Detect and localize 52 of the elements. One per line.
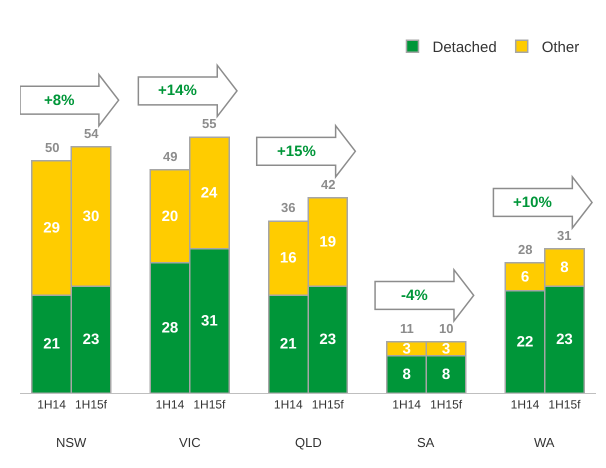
- x-tick-label: 1H14: [156, 397, 185, 412]
- x-tick-label: 1H15f: [548, 397, 582, 412]
- text: +14%: [158, 82, 197, 99]
- data-label: 3: [402, 340, 411, 358]
- data-label: 21: [43, 336, 60, 353]
- data-label: 6: [520, 268, 530, 286]
- total-label: 55: [202, 116, 216, 131]
- x-tick-label: 1H15f: [430, 397, 463, 412]
- annotation: +10%: [513, 194, 552, 211]
- total-label: 28: [518, 242, 532, 257]
- data-label: 16: [280, 250, 297, 267]
- data-label: 3: [442, 340, 450, 358]
- total-label: 36: [281, 200, 296, 215]
- data-label: 31: [201, 312, 218, 330]
- data-label: 20: [162, 208, 178, 225]
- total-label: 10: [439, 321, 454, 336]
- x-tick-label: 1H14: [392, 397, 422, 412]
- text: +8%: [44, 92, 74, 109]
- data-label: 8: [560, 259, 569, 276]
- total-label: 31: [557, 228, 572, 243]
- data-label: 23: [82, 331, 100, 348]
- x-tick-label: 1H14: [274, 397, 303, 412]
- text: WA: [534, 435, 555, 450]
- x-tick-label: 1H14: [510, 397, 540, 412]
- data-label: 21: [280, 336, 297, 353]
- data-label: 28: [162, 319, 178, 336]
- data-label: 23: [319, 331, 336, 348]
- legend-label: Detached: [432, 39, 497, 56]
- data-label: 24: [200, 184, 218, 202]
- total-label: 50: [45, 140, 60, 155]
- total-label: 54: [84, 126, 100, 141]
- total-label: 42: [321, 177, 336, 192]
- annotation: +15%: [277, 143, 316, 160]
- text: QLD: [295, 435, 322, 450]
- text: SA: [417, 435, 435, 450]
- total-label: 49: [163, 149, 178, 164]
- total-label: 11: [400, 321, 414, 336]
- x-tick-label: 1H15f: [193, 397, 226, 412]
- data-label: 8: [402, 366, 411, 383]
- x-tick-label: 1H15f: [312, 397, 344, 412]
- x-tick-label: 1H14: [37, 397, 66, 412]
- data-label: 30: [82, 208, 100, 225]
- annotation: -4%: [401, 287, 428, 304]
- data-label: 22: [516, 333, 534, 350]
- x-tick-label: 1H15f: [74, 397, 108, 412]
- legend-label: Other: [542, 39, 580, 56]
- data-label: 23: [556, 331, 573, 348]
- text: VIC: [179, 435, 201, 450]
- data-label: 8: [442, 366, 450, 383]
- data-label: 29: [43, 220, 60, 236]
- data-label: 19: [319, 233, 336, 250]
- text: NSW: [56, 435, 88, 450]
